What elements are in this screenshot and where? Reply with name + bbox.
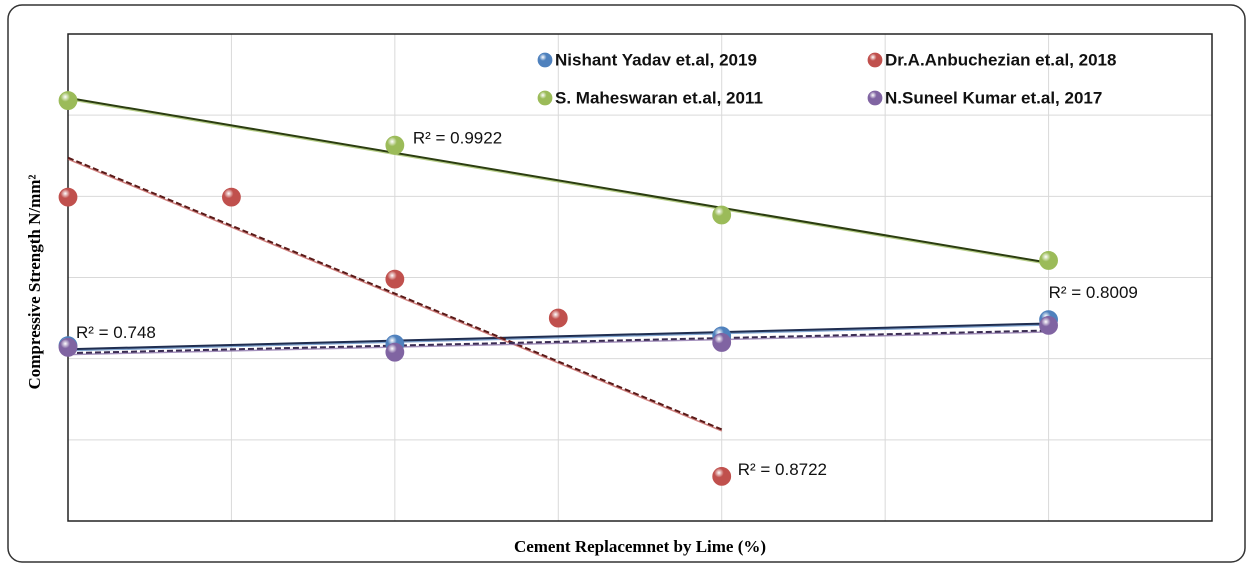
legend-label: Dr.A.Anbuchezian et.al, 2018 [885, 50, 1116, 69]
data-point [58, 337, 78, 357]
r-squared-label: R² = 0.8722 [738, 460, 827, 479]
r-squared-label: R² = 0.9922 [413, 129, 502, 148]
trendline [67, 322, 1049, 351]
data-point [385, 135, 405, 155]
data-point [385, 269, 405, 289]
data-point [58, 91, 78, 110]
data-point [712, 333, 732, 352]
legend-marker [867, 52, 883, 68]
trendline-shadow [67, 98, 1049, 265]
data-point [385, 342, 405, 362]
legend-label: S. Maheswaran et.al, 2011 [555, 88, 763, 107]
data-point [712, 466, 732, 486]
data-point [222, 187, 241, 207]
legend-marker [867, 90, 883, 106]
trendline [67, 329, 1049, 355]
trendline-shadow [67, 331, 1049, 356]
data-point [548, 308, 568, 328]
chart-frame [7, 4, 1246, 563]
data-point [1039, 251, 1058, 270]
trendline [67, 156, 723, 431]
data-point [58, 187, 78, 207]
legend-marker [537, 90, 553, 106]
r-squared-label: R² = 0.8009 [1049, 283, 1138, 302]
trendline [67, 96, 1049, 264]
trendline-shadow [67, 324, 1049, 352]
data-point [712, 205, 732, 225]
trendline-shadow [67, 158, 723, 432]
plot-border [67, 33, 1213, 522]
legend-label: Nishant Yadav et.al, 2019 [555, 50, 757, 69]
x-axis-label: Cement Replacemnet by Lime (%) [514, 537, 766, 556]
legend-label: N.Suneel Kumar et.al, 2017 [885, 88, 1102, 107]
legend-marker [537, 52, 553, 68]
r-squared-label: R² = 0.748 [76, 323, 156, 342]
data-point [1039, 315, 1058, 335]
y-axis-label: Compressive Strength N/mm² [25, 174, 44, 389]
